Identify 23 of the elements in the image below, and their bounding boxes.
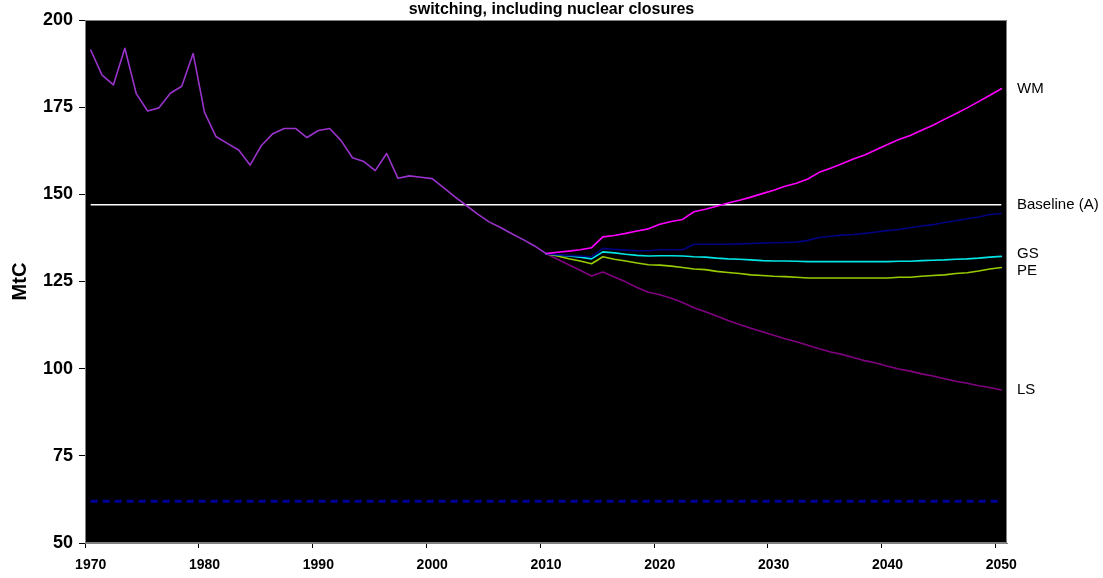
y-tick-label: 50	[52, 531, 73, 552]
x-tick-label: 2030	[758, 556, 790, 573]
series-label: PE	[1017, 260, 1038, 278]
y-tick-label: 125	[42, 270, 73, 291]
x-tick-label: 1980	[188, 556, 221, 573]
x-tick-label: 2040	[871, 556, 904, 573]
x-tick-label: 1970	[75, 556, 107, 573]
y-axis-title: MtC	[7, 262, 30, 301]
x-tick-label: 2010	[530, 556, 562, 573]
y-tick-label: 200	[42, 8, 73, 29]
chart-title: switching, including nuclear closures	[408, 0, 695, 17]
ref-line-label: Baseline (A)	[1017, 194, 1099, 212]
x-tick-label: 2050	[985, 556, 1018, 573]
y-tick-label: 150	[42, 183, 73, 204]
x-tick-label: 1990	[302, 556, 335, 573]
x-tick-label: 2020	[644, 556, 676, 573]
series-label: GS	[1017, 243, 1039, 261]
y-tick-label: 100	[42, 357, 73, 378]
y-tick-label: 175	[42, 96, 73, 117]
series-label: WM	[1017, 78, 1044, 96]
series-label: LS	[1017, 380, 1036, 398]
x-tick-label: 2000	[416, 556, 448, 573]
y-tick-label: 75	[52, 444, 73, 465]
